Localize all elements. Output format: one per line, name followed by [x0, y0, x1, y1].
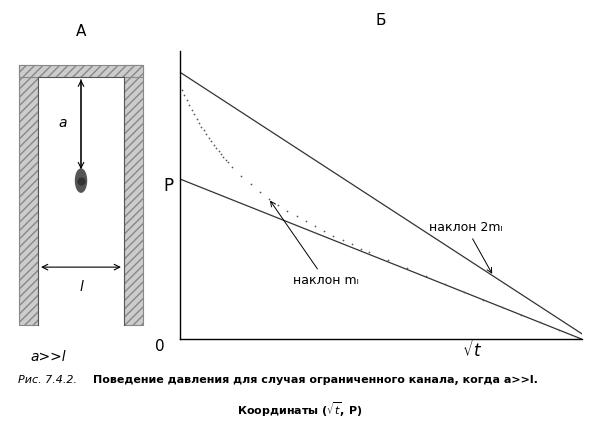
Text: l: l [79, 280, 83, 294]
Text: Рис. 7.4.2.: Рис. 7.4.2. [18, 375, 77, 385]
Text: a>>l: a>>l [30, 350, 66, 364]
Text: А: А [76, 24, 86, 39]
Bar [19, 65, 143, 77]
Text: наклон 2mₗ: наклон 2mₗ [429, 220, 503, 273]
Text: $\sqrt{t}$: $\sqrt{t}$ [462, 338, 485, 360]
Y-axis label: P: P [164, 177, 174, 195]
Text: Координаты ($\sqrt{t}$, P): Координаты ($\sqrt{t}$, P) [238, 401, 362, 419]
Bar [19, 65, 38, 325]
Bar [38, 77, 124, 325]
Text: наклон mₗ: наклон mₗ [271, 201, 358, 287]
Circle shape [76, 169, 86, 192]
Text: 0: 0 [155, 339, 165, 354]
Text: a: a [59, 116, 67, 130]
Bar [124, 65, 143, 325]
Text: Б: Б [376, 13, 386, 28]
Text: Поведение давления для случая ограниченного канала, когда a>>l.: Поведение давления для случая ограниченн… [93, 375, 538, 385]
